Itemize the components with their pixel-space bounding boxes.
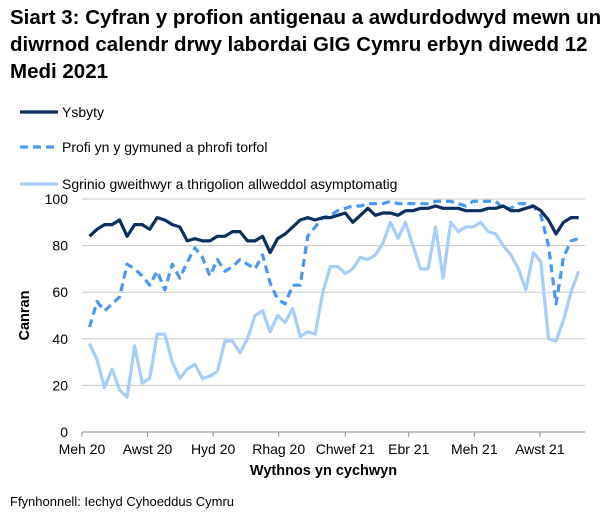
y-tick-label: 100	[45, 191, 69, 207]
series-line-1	[88, 204, 579, 255]
series-line-2	[87, 199, 580, 328]
series-line-3	[88, 220, 581, 399]
y-tick-label: 20	[52, 377, 68, 393]
y-tick-label: 0	[60, 424, 68, 440]
x-tick-label: Chwef 21	[316, 441, 375, 457]
x-tick-label: Meh 21	[451, 441, 498, 457]
y-tick-label: 40	[52, 331, 68, 347]
x-tick-label: Hyd 20	[191, 441, 236, 457]
y-axis-label: Canran	[17, 291, 33, 341]
y-tick-label: 80	[52, 238, 68, 254]
x-tick-label: Rhag 20	[252, 441, 305, 457]
legend-label: Profi yn y gymuned a phrofi torfol	[62, 139, 267, 155]
x-tick-label: Awst 21	[515, 441, 565, 457]
source-note: Ffynhonnell: Iechyd Cyhoeddus Cymru	[10, 494, 235, 509]
legend-label: Ysbyty	[62, 104, 104, 120]
x-tick-label: Awst 20	[123, 441, 173, 457]
legend-label: Sgrinio gweithwyr a thrigolion allweddol…	[62, 176, 397, 192]
x-axis-label: Wythnos yn cychwyn	[250, 463, 397, 479]
x-tick-label: Ebr 21	[388, 441, 429, 457]
x-tick-label: Meh 20	[59, 441, 106, 457]
y-tick-label: 60	[52, 284, 68, 300]
chart-title: Siart 3: Cyfran y profion antigenau a aw…	[10, 6, 602, 83]
